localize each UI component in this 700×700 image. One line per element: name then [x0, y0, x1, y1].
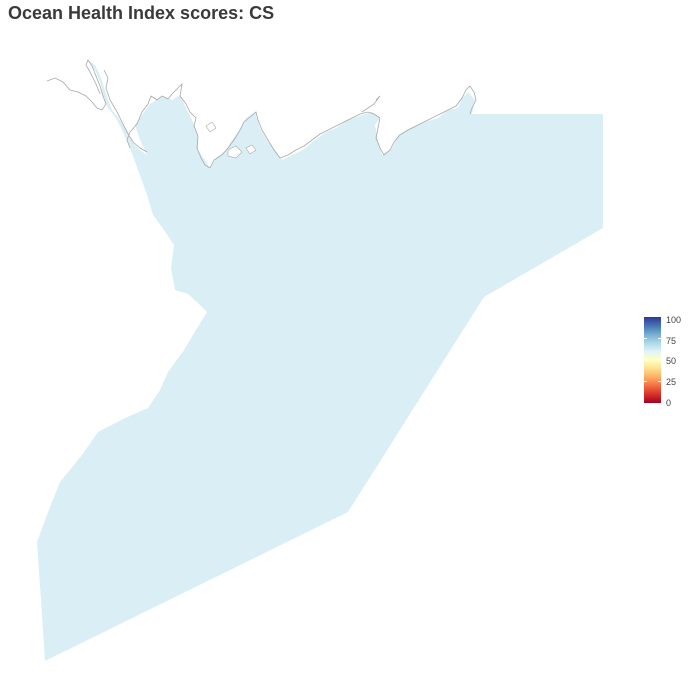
sea-region[interactable]	[37, 60, 603, 661]
coastline	[46, 59, 477, 169]
legend-label-100: 100	[666, 315, 682, 325]
inland-water	[205, 121, 257, 159]
map-title: Ocean Health Index scores: CS	[8, 3, 275, 23]
legend-label-0: 0	[666, 398, 672, 408]
legend-color-bar	[644, 317, 661, 403]
legend-label-50: 50	[666, 356, 677, 366]
color-legend: 100 75 50 25 0	[644, 315, 696, 408]
legend-label-75: 75	[666, 336, 677, 346]
legend-label-25: 25	[666, 377, 677, 387]
